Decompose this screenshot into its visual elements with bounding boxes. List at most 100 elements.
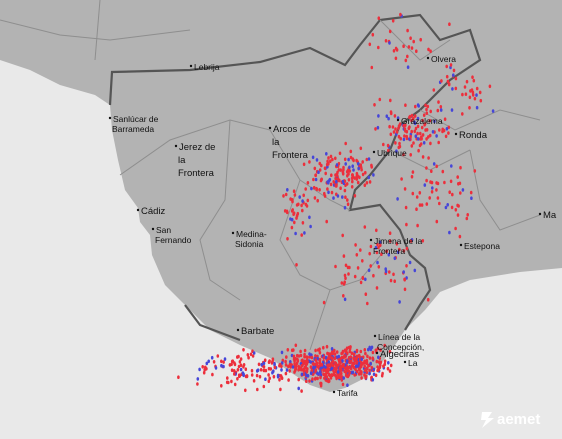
- strike: [344, 366, 347, 371]
- strike: [284, 363, 288, 367]
- strike: [475, 93, 478, 97]
- strike: [326, 187, 329, 191]
- strike: [392, 49, 396, 53]
- strike: [469, 89, 472, 93]
- strike: [402, 137, 406, 142]
- strike: [342, 362, 345, 367]
- strike: [332, 196, 335, 200]
- strike: [300, 233, 304, 237]
- strike: [347, 157, 350, 162]
- strike: [410, 113, 414, 118]
- strike: [262, 361, 266, 366]
- strike: [303, 352, 306, 357]
- strike: [324, 355, 328, 360]
- strike: [367, 268, 371, 273]
- strike: [314, 369, 317, 373]
- strike: [244, 367, 248, 372]
- strike: [300, 372, 304, 377]
- strike: [393, 256, 397, 261]
- strike: [204, 365, 207, 370]
- strike: [437, 140, 441, 145]
- strike: [326, 180, 329, 184]
- strike: [237, 364, 241, 369]
- strike: [454, 226, 457, 231]
- strike: [236, 355, 239, 359]
- strike: [380, 252, 383, 256]
- place-label: Lebrija: [194, 62, 220, 72]
- strike: [252, 379, 256, 383]
- strike: [285, 209, 289, 214]
- strike: [352, 168, 355, 172]
- strike: [396, 250, 400, 255]
- strike: [341, 195, 344, 199]
- strike: [292, 354, 296, 359]
- strike: [346, 202, 350, 206]
- strike: [371, 32, 375, 37]
- strike: [454, 86, 458, 91]
- strike: [432, 88, 436, 92]
- strike: [398, 247, 401, 252]
- strike: [267, 379, 271, 384]
- strike: [393, 114, 397, 118]
- strike: [314, 354, 317, 358]
- strike: [289, 197, 292, 201]
- strike: [352, 352, 356, 357]
- strike: [343, 280, 347, 285]
- strike: [325, 375, 329, 379]
- strike: [347, 178, 351, 182]
- strike: [471, 90, 475, 95]
- strike: [409, 153, 413, 157]
- strike: [425, 111, 429, 115]
- strike: [377, 45, 380, 50]
- strike: [406, 28, 409, 33]
- strike: [309, 365, 313, 369]
- strike: [357, 166, 361, 171]
- strike: [360, 376, 363, 380]
- strike: [348, 370, 351, 375]
- strike: [365, 157, 369, 162]
- place-marker: [189, 64, 193, 68]
- province-border: [184, 304, 241, 342]
- strike: [319, 178, 323, 183]
- strike: [426, 297, 430, 302]
- strike: [416, 124, 420, 129]
- strike: [232, 369, 236, 373]
- strike: [469, 190, 473, 195]
- strike: [370, 366, 374, 370]
- strike: [331, 359, 335, 364]
- strike: [326, 351, 329, 356]
- strike: [358, 366, 362, 371]
- strike: [361, 160, 365, 164]
- strike: [374, 127, 377, 131]
- strike: [404, 103, 407, 107]
- strike: [391, 125, 395, 129]
- strike: [412, 39, 416, 44]
- strike: [364, 360, 368, 365]
- strike: [314, 348, 317, 353]
- strike: [276, 373, 280, 378]
- strike: [405, 222, 408, 227]
- strike: [322, 345, 325, 350]
- strike: [322, 356, 326, 360]
- strike: [351, 361, 354, 366]
- strike: [350, 351, 354, 356]
- strike: [257, 362, 261, 367]
- strike: [428, 196, 432, 200]
- strike: [338, 375, 342, 380]
- strike: [315, 158, 319, 162]
- strike: [349, 345, 352, 349]
- strike: [392, 272, 395, 277]
- strike: [267, 366, 271, 371]
- strike: [368, 42, 372, 47]
- strike: [454, 76, 458, 81]
- strike: [377, 114, 380, 118]
- strike: [385, 114, 389, 118]
- strike: [429, 49, 432, 53]
- district-border: [0, 0, 541, 351]
- strike: [310, 186, 313, 191]
- strike: [433, 119, 436, 124]
- strike: [196, 377, 200, 381]
- strike: [355, 171, 359, 176]
- strike: [348, 265, 351, 270]
